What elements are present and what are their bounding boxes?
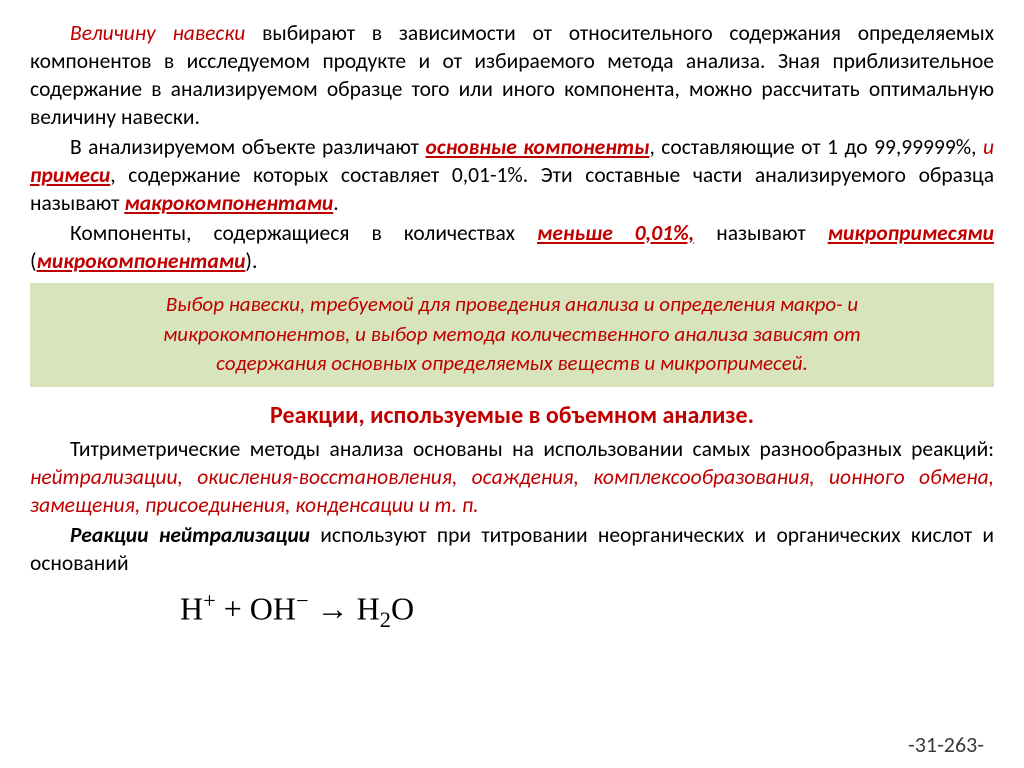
f-minus: − bbox=[296, 588, 309, 613]
lead-term: Величину навески bbox=[70, 20, 245, 46]
term-main-components: основные компоненты bbox=[426, 134, 650, 160]
highlight-line-3: содержания основных определяемых веществ… bbox=[50, 350, 974, 377]
highlight-line-1: Выбор навески, требуемой для проведения … bbox=[50, 291, 974, 318]
f-h2o-h: H bbox=[357, 591, 380, 627]
document-page: Величину навески выбирают в зависимости … bbox=[0, 0, 1024, 643]
p2c: , составляющие от 1 до 99,99999%, bbox=[649, 134, 983, 160]
p2d: и bbox=[983, 134, 994, 160]
reaction-types-list: нейтрализации, окисления-восстановления,… bbox=[30, 464, 994, 518]
term-neutralization-reactions: Реакции нейтрализации bbox=[70, 522, 310, 548]
p3c: называют bbox=[694, 220, 827, 246]
p2i: . bbox=[333, 190, 338, 216]
f-h2o-o: O bbox=[391, 591, 414, 627]
highlight-box: Выбор навески, требуемой для проведения … bbox=[30, 283, 994, 387]
page-number: -31-263- bbox=[908, 731, 984, 758]
f-oh: + OH bbox=[216, 591, 296, 627]
f-arrow: → bbox=[309, 591, 357, 627]
p3g: ). bbox=[245, 248, 257, 274]
paragraph-4: Титриметрические методы анализа основаны… bbox=[30, 436, 994, 520]
section-title: Реакции, используемые в объемном анализе… bbox=[30, 401, 994, 430]
term-microcomponents: микрокомпонентами bbox=[37, 248, 246, 274]
term-macrocomponents: макрокомпонентами bbox=[124, 190, 333, 216]
paragraph-3: Компоненты, содержащиеся в количествах м… bbox=[30, 220, 994, 276]
paragraph-1: Величину навески выбирают в зависимости … bbox=[30, 20, 994, 132]
chemical-formula: H+ + OH− → H2O bbox=[180, 588, 994, 633]
f-plus: + bbox=[203, 588, 216, 613]
term-impurities: примеси bbox=[30, 162, 110, 188]
highlight-line-2: микрокомпонентов, и выбор метода количес… bbox=[50, 321, 974, 348]
f-h: H bbox=[180, 591, 203, 627]
f-h2o-2: 2 bbox=[380, 607, 391, 632]
paragraph-5: Реакции нейтрализации используют при тит… bbox=[30, 522, 994, 578]
p3a: Компоненты, содержащиеся в количествах bbox=[70, 220, 537, 246]
term-microimpurities: микропримесями bbox=[828, 220, 994, 246]
paragraph-2: В анализируемом объекте различают основн… bbox=[30, 134, 994, 218]
p2a: В анализируемом объекте различают bbox=[70, 134, 426, 160]
term-less-001: меньше 0,01%, bbox=[537, 220, 694, 246]
p4a: Титриметрические методы анализа основаны… bbox=[70, 436, 994, 462]
